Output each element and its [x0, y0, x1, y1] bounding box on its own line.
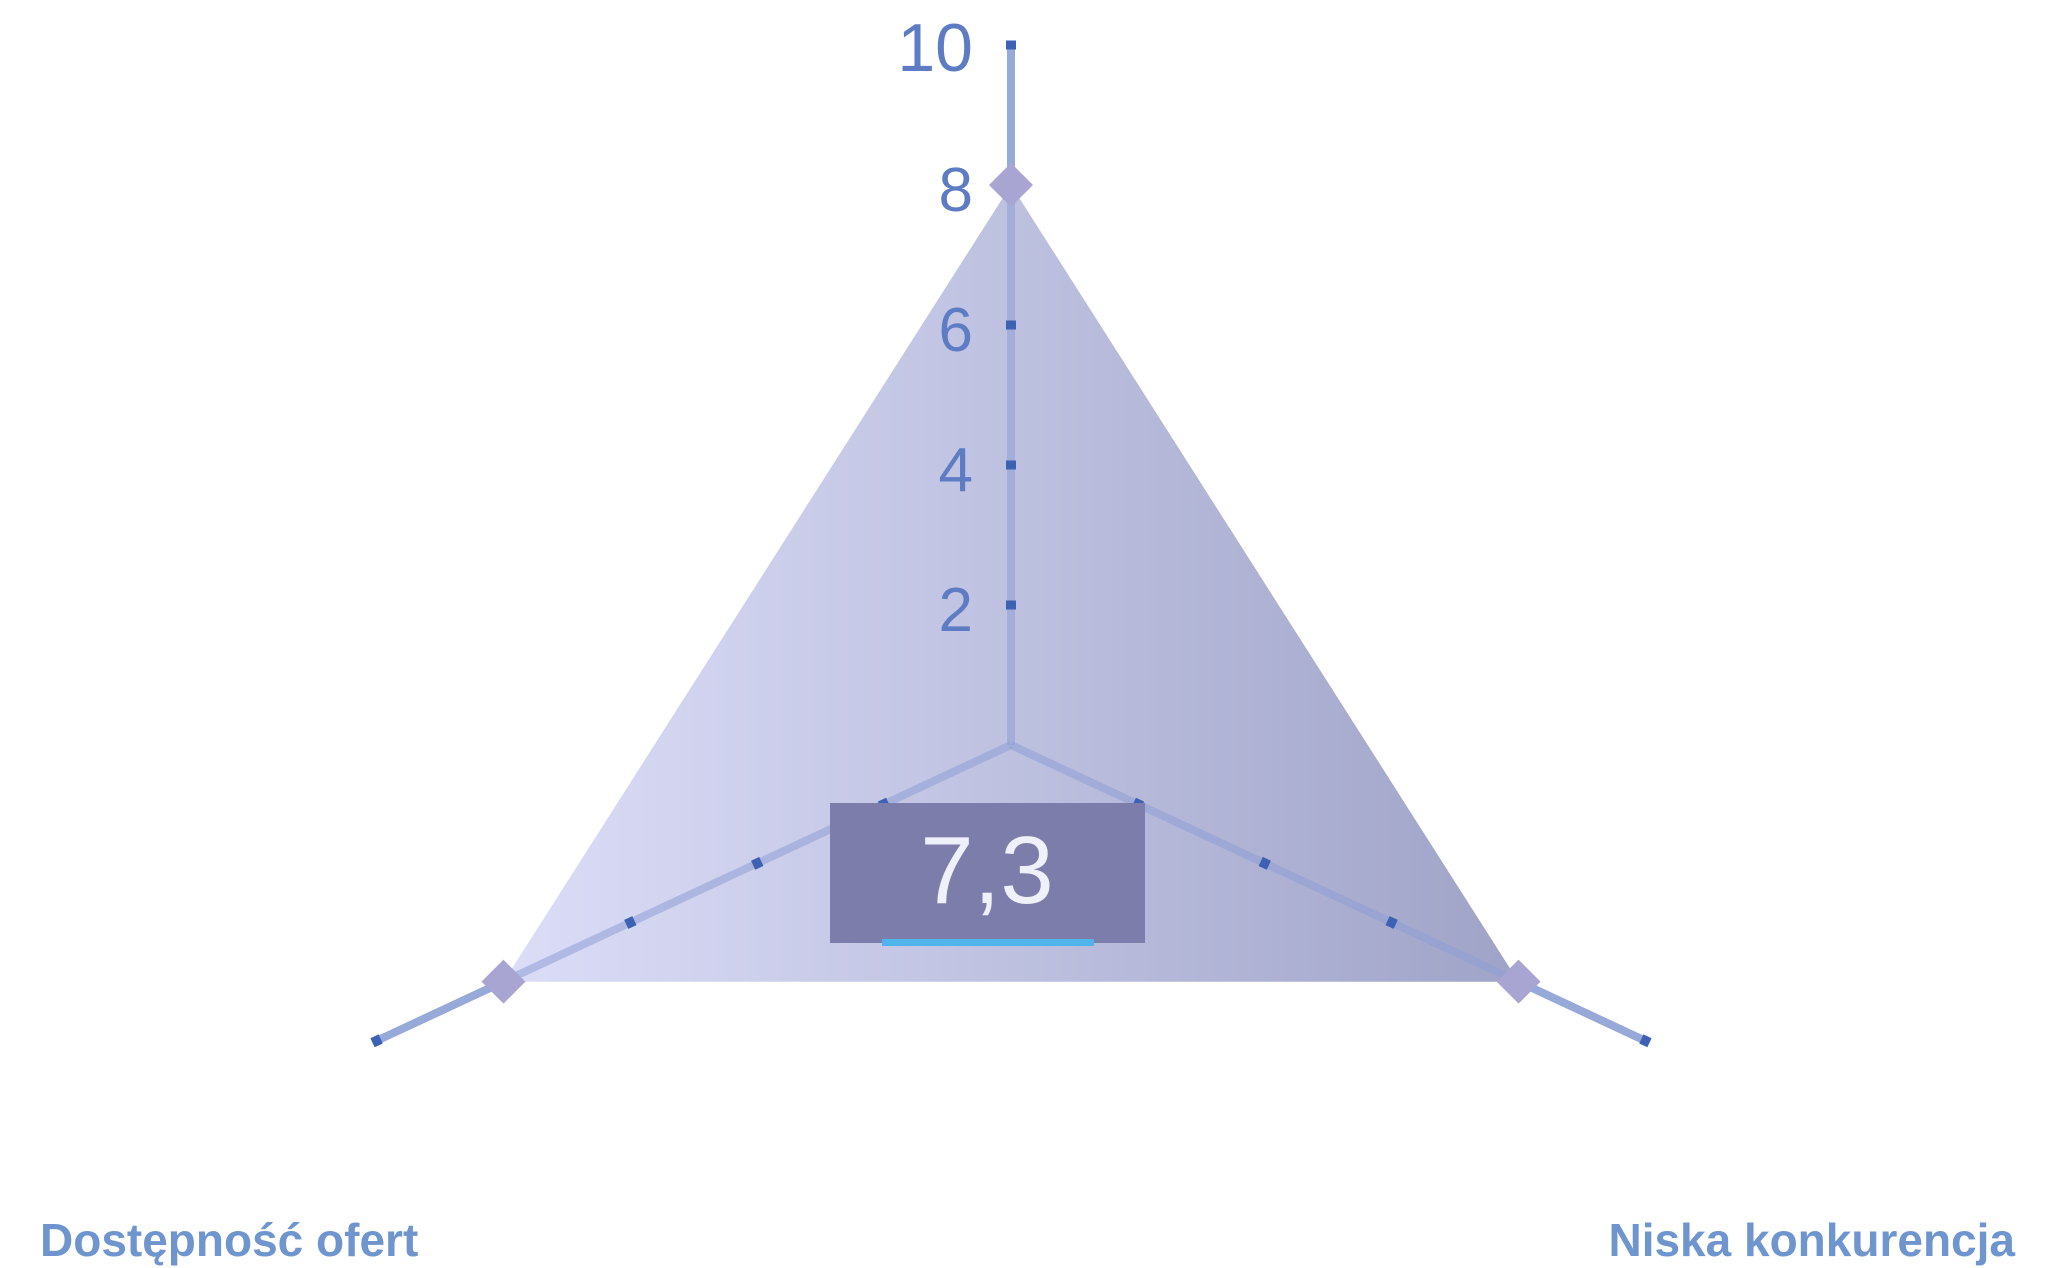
- tick-mark-2-2: [1385, 916, 1398, 929]
- axis-label-left: Dostępność ofert: [40, 1214, 418, 1266]
- data-area-group: [374, 45, 1648, 1045]
- tick-mark-1-4: [370, 1034, 383, 1048]
- tick-mark-2-4: [1639, 1034, 1652, 1048]
- score-box: 7,3: [830, 803, 1145, 946]
- labels: Dostępność ofert Niska konkurencja: [40, 1214, 2015, 1266]
- axis-line-overlay-1: [374, 741, 1013, 1045]
- score-value: 7,3: [920, 817, 1053, 924]
- tick-label-2: 6: [939, 296, 973, 365]
- tick-label-0: 2: [939, 576, 973, 645]
- data-point-marker-0: [989, 163, 1033, 207]
- score-underline: [882, 939, 1094, 946]
- axis-label-right: Niska konkurencja: [1608, 1214, 2015, 1266]
- tick-label-3: 8: [939, 156, 973, 225]
- data-point-marker-2: [1496, 959, 1541, 1004]
- tick-mark-2-1: [1258, 856, 1271, 870]
- tick-label-4: 10: [897, 10, 973, 86]
- tick-mark-1-2: [624, 916, 637, 929]
- tick-mark-1-1: [751, 856, 764, 870]
- markers: [481, 163, 1541, 1004]
- tick-label-1: 4: [939, 436, 973, 505]
- score-box-background: [830, 803, 1145, 943]
- data-point-marker-1: [481, 959, 526, 1004]
- axis-line-overlay-2: [1009, 741, 1648, 1045]
